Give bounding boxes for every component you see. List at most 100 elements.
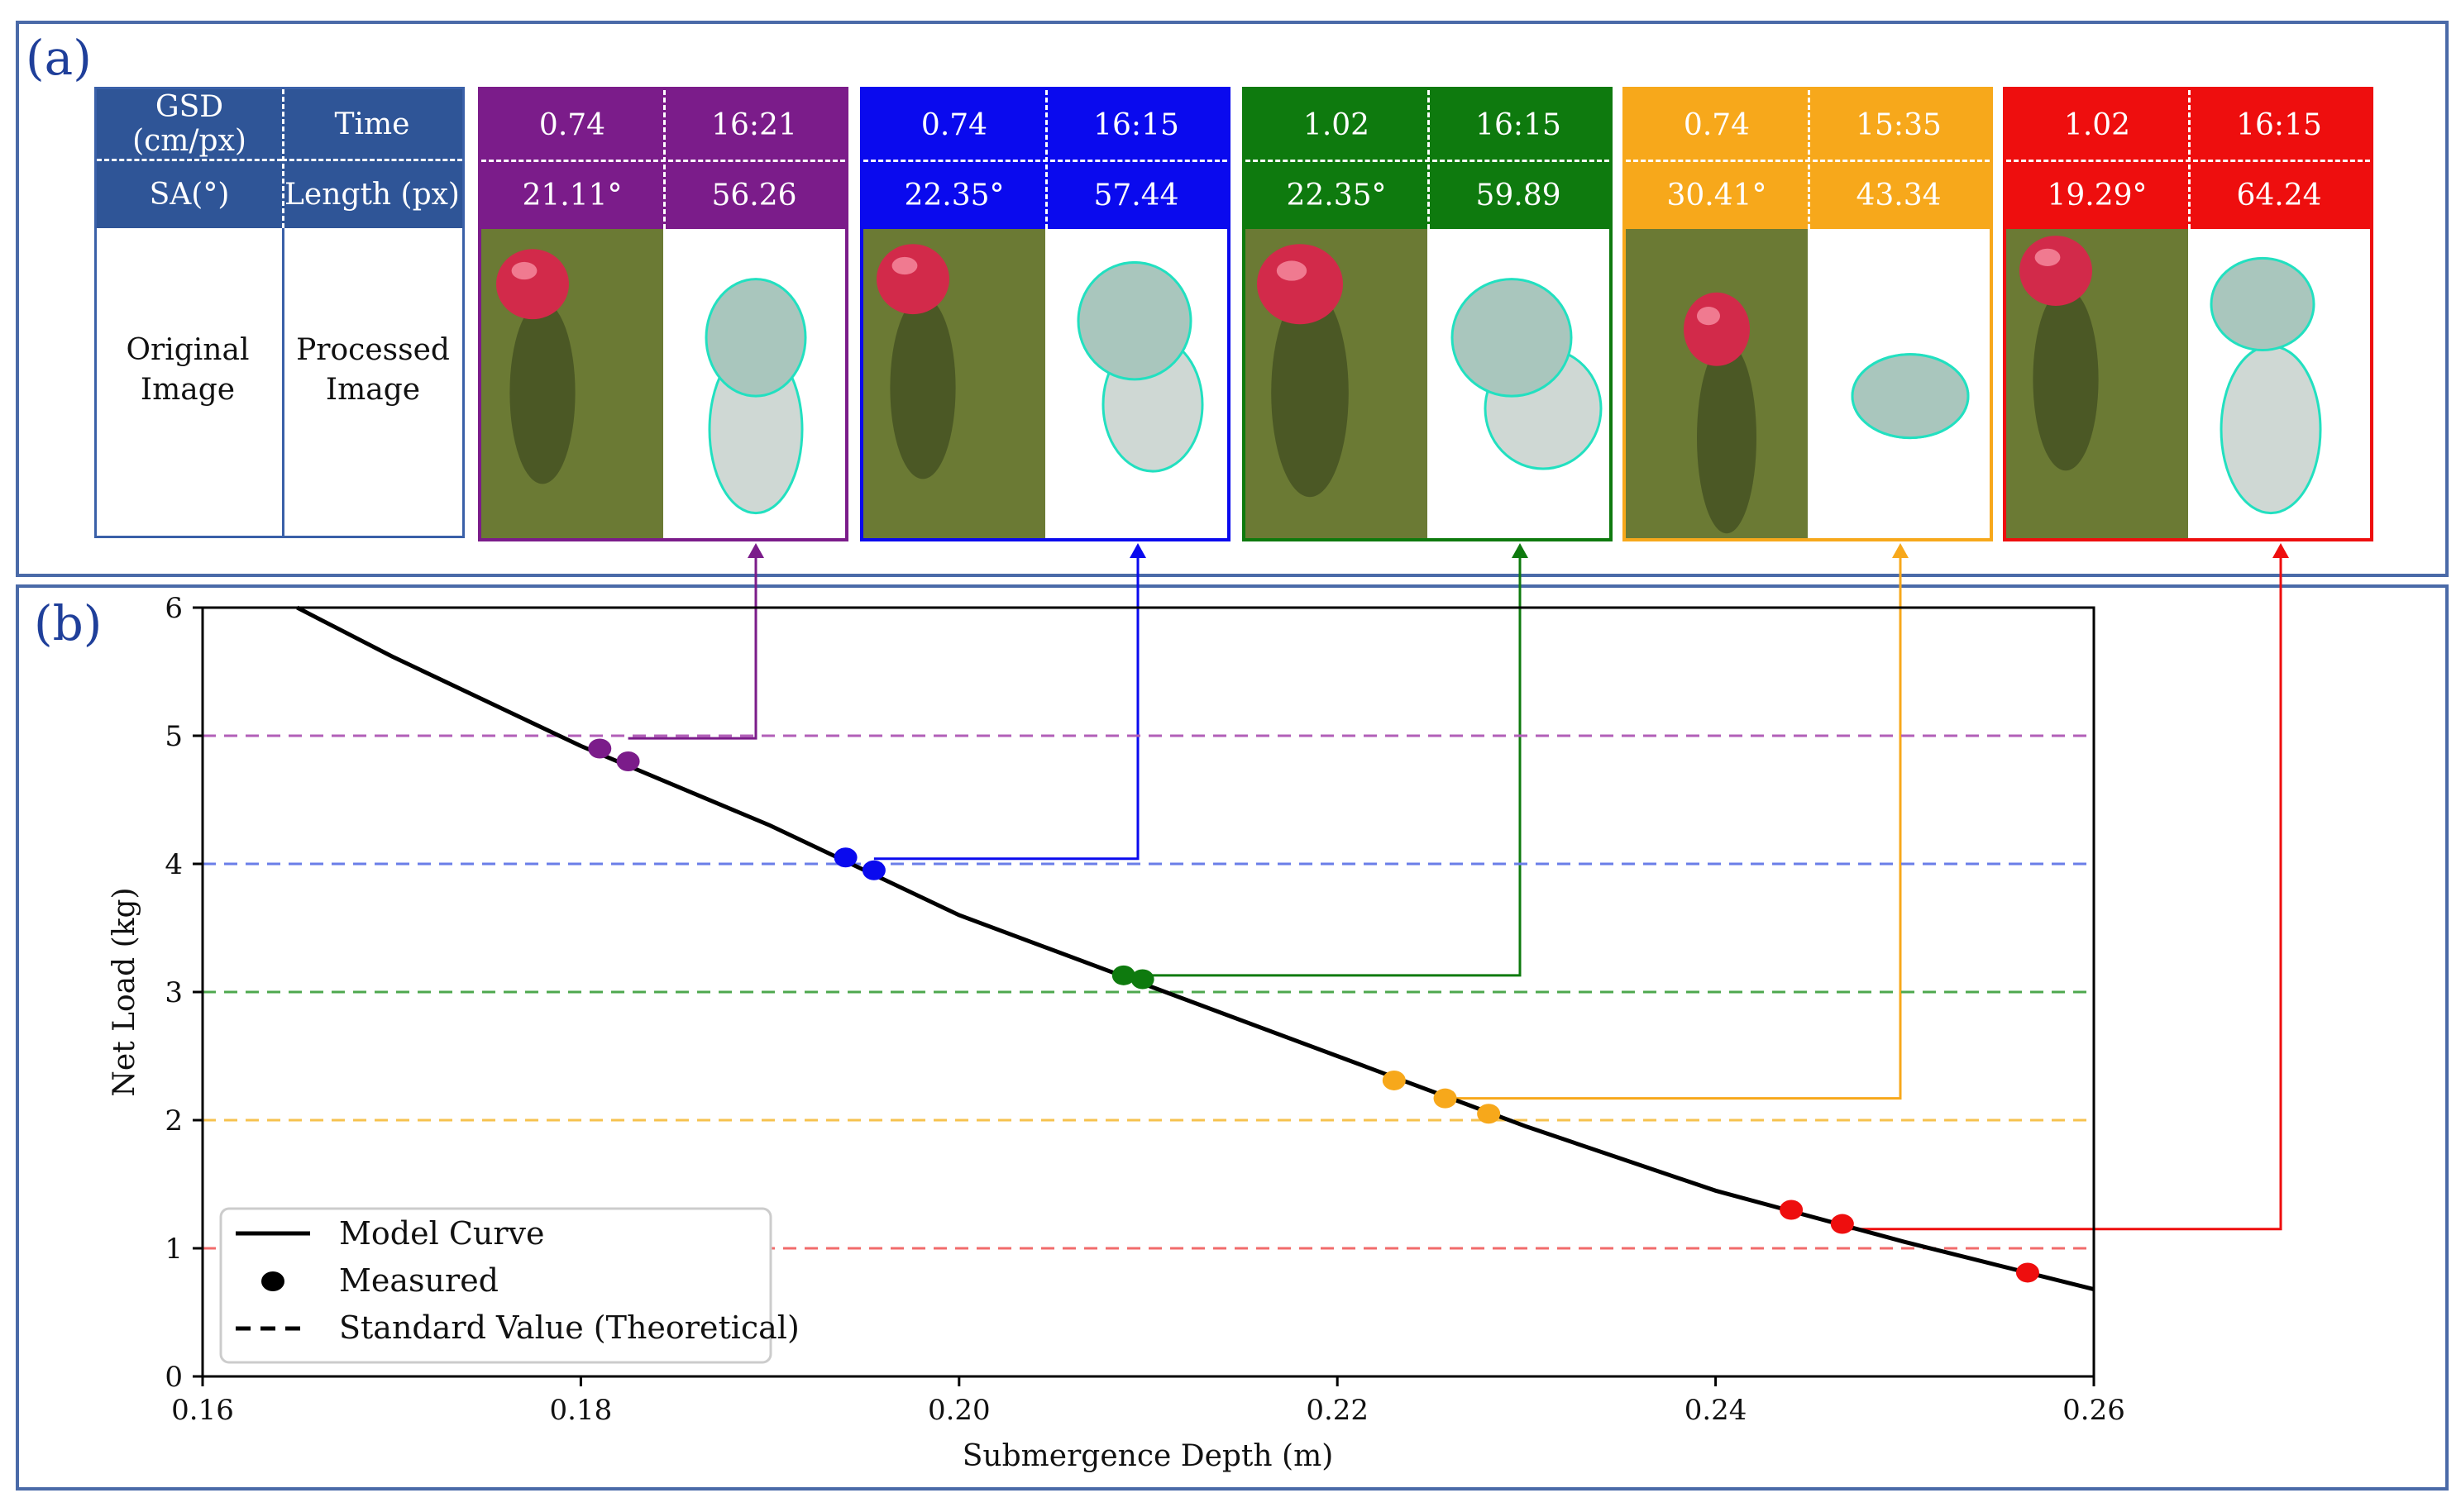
sample-card-blue: 0.74 16:15 22.35° 57.44 bbox=[860, 87, 1230, 541]
card-time: 16:15 bbox=[1475, 107, 1561, 142]
x-axis-title: Submergence Depth (m) bbox=[963, 1439, 1334, 1473]
original-image bbox=[1626, 229, 1808, 538]
header-table: GSD (cm/px) Time SA(°) Length (px) Origi… bbox=[94, 87, 465, 538]
measured-point bbox=[1830, 1214, 1854, 1234]
buoy-highlight bbox=[891, 256, 918, 275]
y-tick-label: 0 bbox=[165, 1361, 183, 1394]
header-length: Length (px) bbox=[282, 159, 462, 228]
segmentation-mask bbox=[1450, 278, 1603, 470]
card-sa: 30.41° bbox=[1666, 179, 1767, 212]
connector-arrow-0 bbox=[748, 543, 764, 558]
card-row-gsd-time: 1.02 16:15 bbox=[1245, 90, 1609, 160]
standard-value-lines bbox=[203, 734, 2094, 1250]
x-tick-label: 0.16 bbox=[171, 1394, 234, 1427]
original-image bbox=[1245, 229, 1427, 538]
buoy-mask bbox=[1450, 278, 1573, 398]
measured-point bbox=[1130, 969, 1154, 990]
connector-lines bbox=[628, 543, 2289, 1231]
buoy-mask bbox=[705, 278, 807, 398]
original-image bbox=[863, 229, 1045, 538]
card-gsd: 0.74 bbox=[538, 107, 606, 142]
processed-image bbox=[2188, 229, 2370, 538]
sample-card-purple: 0.74 16:21 21.11° 56.26 bbox=[478, 87, 848, 541]
buoy-photo bbox=[863, 229, 1045, 538]
y-tick-label: 6 bbox=[165, 592, 183, 625]
x-tick-label: 0.22 bbox=[1306, 1394, 1369, 1427]
buoy-mask bbox=[1077, 260, 1192, 381]
buoy-shadow bbox=[509, 301, 576, 484]
buoy-highlight bbox=[1697, 306, 1720, 326]
card-sa: 21.11° bbox=[522, 179, 623, 212]
connector-4 bbox=[1842, 553, 2282, 1231]
connector-0 bbox=[628, 553, 757, 740]
x-tick-label: 0.24 bbox=[1684, 1394, 1747, 1427]
buoy-mask bbox=[2210, 256, 2315, 352]
card-time: 15:35 bbox=[1856, 107, 1942, 142]
card-sa: 22.35° bbox=[1286, 179, 1387, 212]
buoy-shadow bbox=[1697, 342, 1756, 534]
connector-arrow-1 bbox=[1130, 543, 1146, 558]
card-length: 56.26 bbox=[711, 179, 797, 212]
measured-point bbox=[1111, 965, 1135, 985]
panel-label-a: (a) bbox=[26, 30, 92, 86]
original-image bbox=[481, 229, 663, 538]
processed-image bbox=[1427, 229, 1609, 538]
card-time: 16:21 bbox=[711, 107, 797, 142]
buoy-mask bbox=[1851, 353, 1970, 440]
legend-marker-measured bbox=[261, 1271, 284, 1291]
buoy-shadow bbox=[890, 296, 956, 479]
card-time: 16:15 bbox=[1093, 107, 1179, 142]
card-length: 57.44 bbox=[1093, 179, 1179, 212]
measured-point bbox=[1433, 1088, 1457, 1109]
header-divider bbox=[282, 89, 284, 228]
connector-2 bbox=[1142, 553, 1522, 977]
buoy-photo bbox=[1245, 229, 1427, 538]
connector-1 bbox=[873, 553, 1140, 861]
segmentation-mask bbox=[1851, 353, 1970, 440]
measured-points bbox=[588, 738, 2039, 1283]
header-sa: SA(°) bbox=[97, 159, 282, 228]
processed-image bbox=[1045, 229, 1227, 538]
card-gsd: 0.74 bbox=[1683, 107, 1751, 142]
y-tick-label: 3 bbox=[165, 976, 183, 1009]
legend-model-curve: Model Curve bbox=[339, 1215, 545, 1252]
measured-point bbox=[834, 847, 858, 868]
segmentation-mask bbox=[1077, 260, 1204, 473]
panel-label-b: (b) bbox=[34, 595, 103, 651]
card-time: 16:15 bbox=[2236, 107, 2322, 142]
segmentation-mask bbox=[2210, 256, 2322, 515]
buoy-photo bbox=[2006, 229, 2188, 538]
sample-card-green: 1.02 16:15 22.35° 59.89 bbox=[1242, 87, 1613, 541]
sample-card-red: 1.02 16:15 19.29° 64.24 bbox=[2003, 87, 2373, 541]
segmentation-mask bbox=[705, 278, 807, 515]
measured-point bbox=[1477, 1104, 1501, 1124]
connector-arrow-2 bbox=[1512, 543, 1528, 558]
axis-ticks: 0.16 0.18 0.20 0.22 0.24 0.26 0 1 2 3 4 5 6 bbox=[165, 592, 2124, 1427]
card-gsd: 0.74 bbox=[920, 107, 988, 142]
buoy-photo bbox=[1626, 229, 1808, 538]
y-tick-label: 4 bbox=[165, 848, 183, 881]
header-body-divider bbox=[282, 228, 284, 536]
y-tick-label: 1 bbox=[165, 1233, 183, 1266]
card-sa: 22.35° bbox=[904, 179, 1005, 212]
measured-point bbox=[1382, 1070, 1406, 1090]
original-image bbox=[2006, 229, 2188, 538]
legend-standard: Standard Value (Theoretical) bbox=[339, 1309, 800, 1346]
panel-a bbox=[16, 21, 2449, 577]
measured-point bbox=[588, 738, 612, 759]
processed-image bbox=[663, 229, 845, 538]
buoy-shadow bbox=[2033, 288, 2099, 471]
buoy-highlight bbox=[1276, 260, 1307, 281]
buoy-highlight bbox=[511, 261, 538, 280]
y-tick-label: 2 bbox=[165, 1104, 183, 1138]
measured-point bbox=[1780, 1200, 1804, 1220]
card-length: 43.34 bbox=[1856, 179, 1942, 212]
buoy-photo bbox=[481, 229, 663, 538]
connector-arrow-3 bbox=[1892, 543, 1909, 558]
legend-box bbox=[219, 1207, 772, 1364]
card-length: 64.24 bbox=[2236, 179, 2322, 212]
legend-measured: Measured bbox=[339, 1262, 499, 1299]
x-tick-label: 0.18 bbox=[550, 1394, 613, 1427]
measured-point bbox=[616, 751, 640, 771]
